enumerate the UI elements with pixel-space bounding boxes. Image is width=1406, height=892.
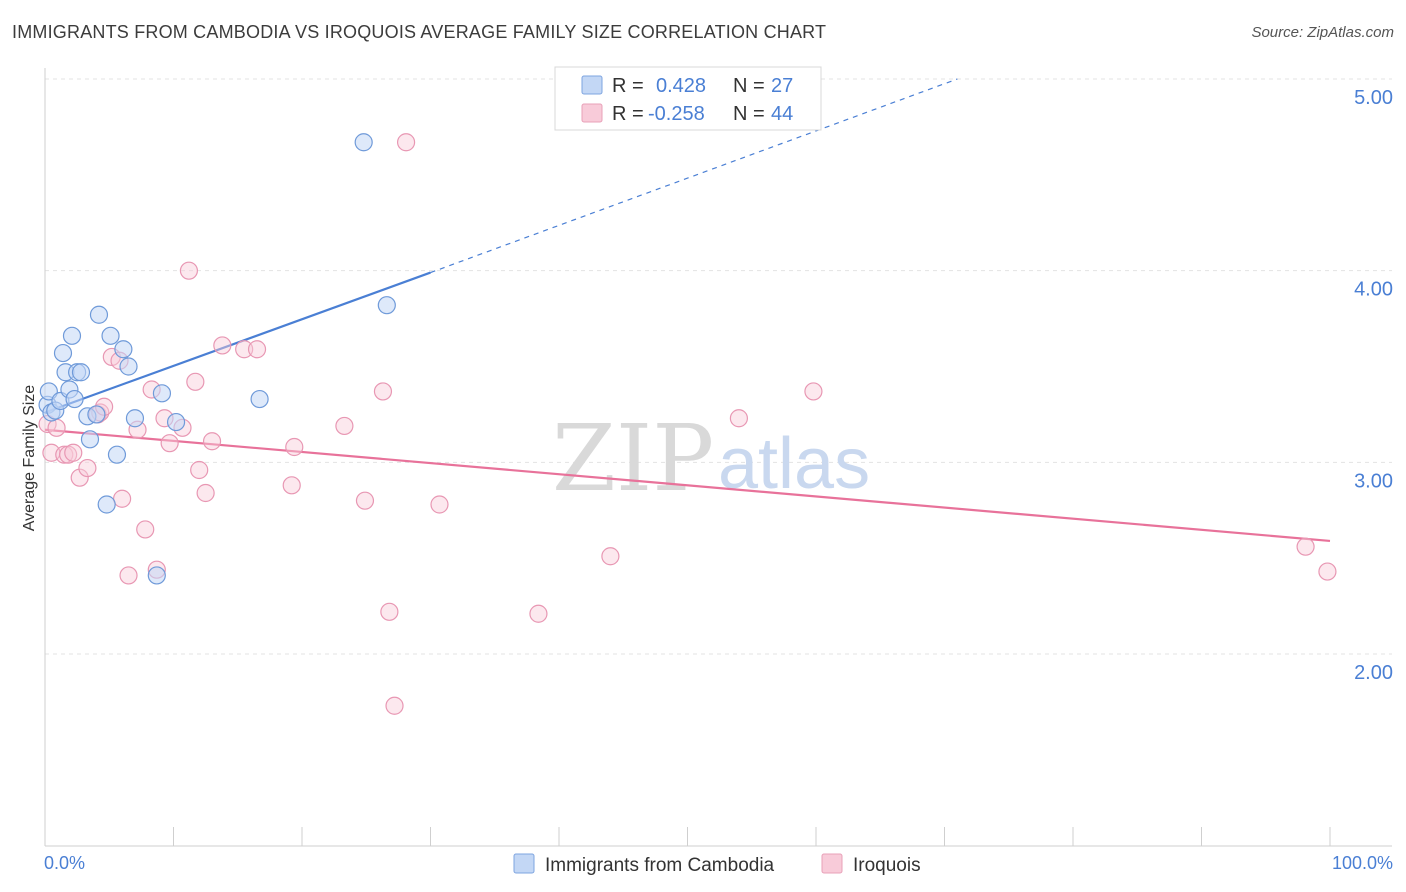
- point-iroquois: [213, 336, 232, 355]
- point-cambodia: [125, 409, 145, 428]
- legend-n-label: N =: [733, 103, 765, 125]
- point-cambodia: [114, 340, 133, 359]
- legend-swatch-pink: [581, 103, 603, 123]
- point-cambodia: [101, 326, 120, 345]
- point-cambodia: [62, 326, 82, 345]
- point-iroquois: [247, 340, 267, 359]
- point-cambodia: [119, 357, 138, 376]
- chart-title: IMMIGRANTS FROM CAMBODIA VS IROQUOIS AVE…: [12, 22, 827, 42]
- point-iroquois: [235, 340, 254, 359]
- point-iroquois: [160, 434, 179, 453]
- point-iroquois: [729, 409, 749, 428]
- tick-labels: 2.00 3.00 4.00 5.00 0.0% 100.0%: [44, 87, 1393, 873]
- point-iroquois: [373, 382, 393, 401]
- point-iroquois: [119, 566, 138, 585]
- legend-r-value: -0.258: [648, 103, 705, 125]
- point-iroquois: [55, 445, 74, 464]
- point-iroquois: [70, 468, 89, 487]
- trend-line-iroquois: [44, 428, 1331, 543]
- point-iroquois: [285, 437, 304, 457]
- trend-line-cambodia: [44, 271, 431, 414]
- point-iroquois: [396, 133, 416, 152]
- axes: [44, 68, 1392, 847]
- point-iroquois: [529, 604, 548, 623]
- legend-r-label: R =: [612, 75, 644, 97]
- point-cambodia: [166, 412, 186, 432]
- legend-n-label: N =: [733, 75, 765, 97]
- point-iroquois: [186, 372, 205, 391]
- y-tick-label: 4.00: [1354, 279, 1393, 301]
- legend-n-value: 27: [771, 75, 793, 97]
- trend-lines: [44, 78, 1331, 543]
- correlation-legend: R = 0.428 N = 27 R = -0.258 N = 44: [554, 66, 822, 131]
- grid-lines: [45, 78, 1392, 655]
- trend-line-cambodia-extension: [430, 78, 958, 274]
- point-iroquois: [430, 495, 449, 514]
- point-iroquois: [355, 491, 375, 510]
- point-cambodia: [107, 445, 127, 464]
- point-iroquois: [179, 261, 199, 280]
- y-tick-label: 5.00: [1354, 87, 1393, 109]
- series-legend: Immigrants from Cambodia Iroquois: [513, 853, 921, 876]
- point-cambodia: [87, 405, 106, 424]
- legend-swatch-cambodia: [513, 853, 535, 874]
- point-cambodia: [80, 430, 100, 449]
- point-iroquois: [202, 432, 222, 451]
- legend-n-value: 44: [771, 103, 793, 125]
- legend-label-cambodia: Immigrants from Cambodia: [545, 855, 775, 876]
- point-iroquois: [1296, 537, 1315, 556]
- y-tick-label: 3.00: [1354, 470, 1393, 492]
- point-cambodia: [53, 343, 73, 363]
- point-iroquois: [47, 418, 66, 437]
- point-iroquois: [601, 547, 620, 566]
- legend-r-label: R =: [612, 103, 644, 125]
- point-iroquois: [136, 520, 155, 539]
- point-iroquois: [112, 489, 132, 508]
- point-iroquois: [64, 443, 83, 462]
- point-iroquois: [335, 416, 354, 436]
- x-tick-label: 0.0%: [44, 853, 85, 873]
- point-cambodia: [152, 384, 172, 403]
- x-tick-label: 100.0%: [1332, 853, 1393, 873]
- point-cambodia: [354, 133, 373, 152]
- watermark-atlas: atlas: [718, 424, 870, 504]
- data-points: [38, 133, 1337, 715]
- legend-swatch-blue: [581, 75, 603, 95]
- point-cambodia: [377, 296, 396, 315]
- point-cambodia: [250, 389, 269, 409]
- point-iroquois: [282, 476, 301, 495]
- watermark-zip: ZIP: [552, 405, 714, 512]
- point-iroquois: [1318, 562, 1337, 581]
- point-cambodia: [65, 389, 84, 409]
- legend-label-iroquois: Iroquois: [853, 855, 921, 876]
- source-label: Source: ZipAtlas.com: [1251, 24, 1394, 41]
- y-axis-label: Average Family Size: [21, 385, 38, 532]
- point-iroquois: [78, 458, 97, 478]
- point-cambodia: [97, 495, 116, 514]
- point-iroquois: [385, 696, 404, 715]
- point-cambodia: [147, 566, 166, 585]
- point-cambodia: [71, 363, 91, 382]
- legend-r-value: 0.428: [656, 75, 706, 97]
- point-iroquois: [380, 602, 399, 621]
- point-iroquois: [196, 483, 215, 503]
- y-tick-label: 2.00: [1354, 662, 1393, 684]
- point-iroquois: [190, 460, 209, 480]
- legend-swatch-iroquois: [821, 853, 843, 874]
- point-cambodia: [89, 305, 109, 324]
- point-iroquois: [804, 382, 823, 401]
